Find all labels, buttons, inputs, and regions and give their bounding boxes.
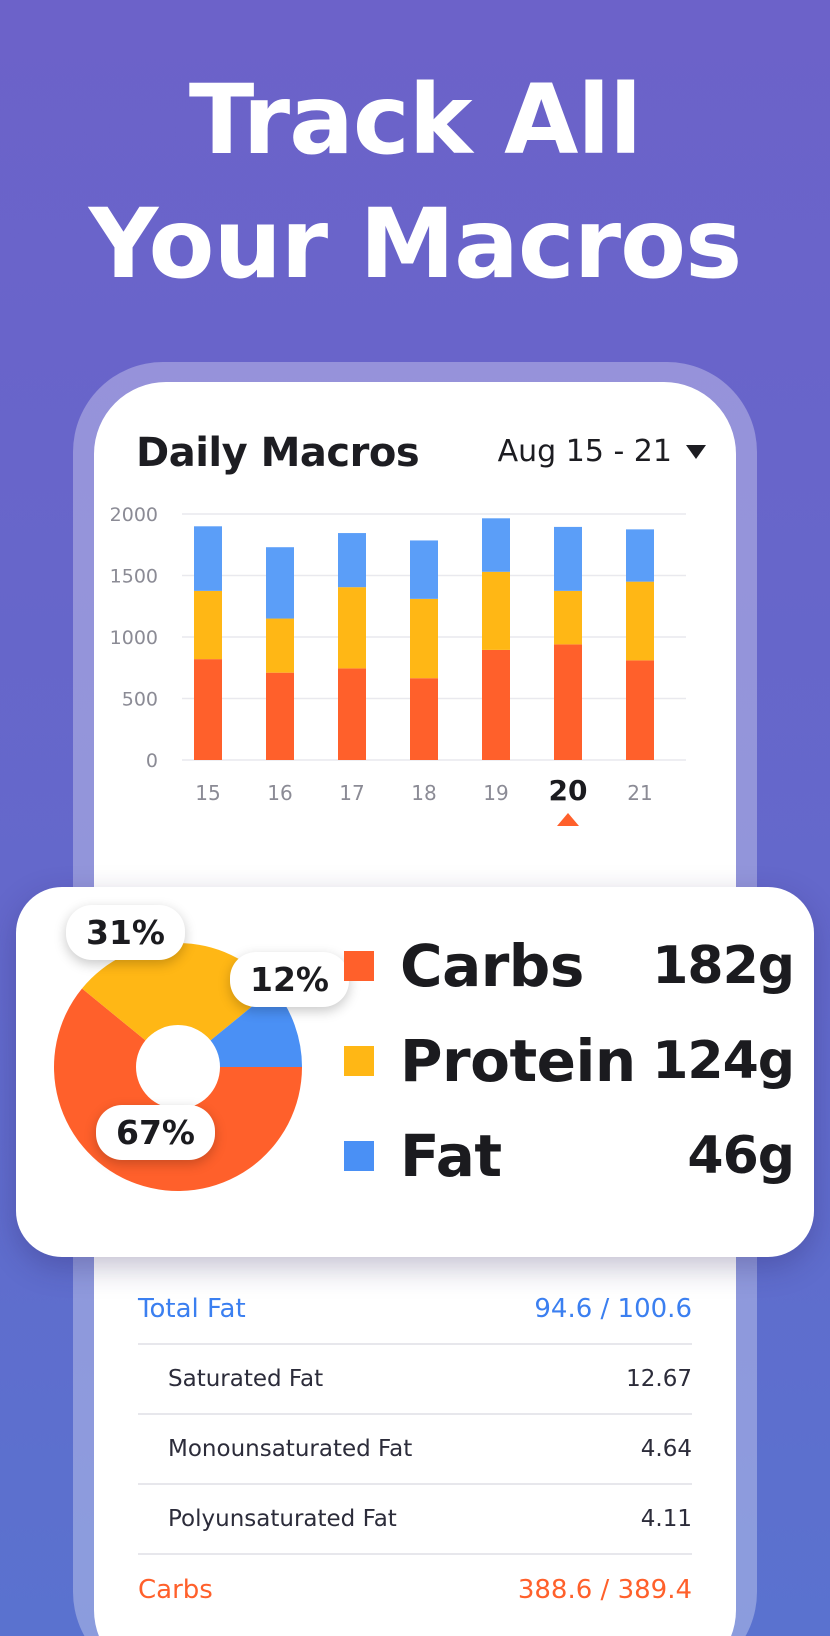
x-tick-label: 19	[483, 781, 508, 805]
bar-carbs-21	[626, 660, 654, 760]
y-tick-label: 500	[122, 689, 158, 711]
legend-name-fat: Fat	[400, 1122, 502, 1190]
nutrient-label: Monounsaturated Fat	[168, 1436, 413, 1462]
legend-value-fat: 46g	[687, 1126, 795, 1186]
hero-title-line-2: Your Macros	[88, 188, 742, 300]
bar-fat-17	[338, 533, 366, 588]
bar-fat-16	[266, 547, 294, 619]
nutrient-row-carbs[interactable]: Carbs 388.6 / 389.4	[138, 1555, 692, 1625]
y-tick-label: 2000	[110, 504, 158, 526]
nutrient-list: Total Fat 94.6 / 100.6 Saturated Fat 12.…	[138, 1275, 692, 1625]
nutrient-row-monounsaturated-fat[interactable]: Monounsaturated Fat 4.64	[138, 1415, 692, 1485]
legend-carbs: Carbs 182g	[344, 932, 795, 1000]
caret-down-icon	[686, 444, 706, 459]
bar-carbs-15	[194, 659, 222, 760]
nutrient-label: Polyunsaturated Fat	[168, 1506, 397, 1532]
nutrient-value: 94.6 / 100.6	[534, 1294, 692, 1324]
legend-protein: Protein 124g	[344, 1027, 795, 1095]
pie-label-protein: 31%	[66, 905, 185, 960]
y-tick-label: 0	[146, 750, 158, 772]
pie-slice-protein	[82, 943, 274, 1067]
nutrient-label: Carbs	[138, 1575, 213, 1605]
y-tick-label: 1500	[110, 566, 158, 588]
bar-fat-15	[194, 526, 222, 591]
nutrient-value: 388.6 / 389.4	[517, 1575, 692, 1605]
bar-fat-21	[626, 529, 654, 582]
legend-name-carbs: Carbs	[400, 932, 584, 1000]
y-tick-label: 1000	[110, 627, 158, 649]
pie-label-fat: 12%	[230, 952, 349, 1007]
hero-title-line-1: Track All	[188, 64, 642, 176]
bar-protein-16	[266, 618, 294, 673]
bar-carbs-20	[554, 644, 582, 760]
nutrient-value: 4.64	[640, 1436, 692, 1462]
bar-carbs-17	[338, 668, 366, 760]
bar-protein-20	[554, 590, 582, 645]
hero-title: Track All Your Macros	[0, 58, 830, 306]
bar-carbs-16	[266, 672, 294, 760]
legend-swatch-protein	[344, 1046, 374, 1076]
legend-value-protein: 124g	[652, 1031, 795, 1091]
legend-fat: Fat 46g	[344, 1122, 795, 1190]
nutrient-row-polyunsaturated-fat[interactable]: Polyunsaturated Fat 4.11	[138, 1485, 692, 1555]
legend-swatch-carbs	[344, 951, 374, 981]
selected-day-indicator-icon	[557, 813, 579, 826]
pie-label-carbs: 67%	[96, 1105, 215, 1160]
daily-macros-title: Daily Macros	[136, 430, 420, 476]
nutrient-label: Total Fat	[138, 1294, 246, 1324]
bar-fat-18	[410, 540, 438, 599]
donut-hole	[136, 1025, 220, 1109]
bar-protein-19	[482, 571, 510, 650]
x-tick-label: 15	[195, 781, 220, 805]
nutrient-row-saturated-fat[interactable]: Saturated Fat 12.67	[138, 1345, 692, 1415]
x-tick-label: 16	[267, 781, 292, 805]
x-tick-label: 20	[549, 774, 588, 807]
x-tick-label: 17	[339, 781, 364, 805]
bar-fat-19	[482, 518, 510, 572]
bar-protein-17	[338, 587, 366, 669]
nutrient-label: Saturated Fat	[168, 1366, 324, 1392]
nutrient-row-total-fat[interactable]: Total Fat 94.6 / 100.6	[138, 1275, 692, 1345]
date-range-label: Aug 15 - 21	[497, 434, 672, 469]
bar-protein-18	[410, 598, 438, 679]
nutrient-value: 12.67	[626, 1366, 692, 1392]
bar-carbs-19	[482, 649, 510, 760]
bar-protein-21	[626, 581, 654, 661]
legend-value-carbs: 182g	[652, 936, 795, 996]
macro-summary-card: 31% 12% 67% Carbs 182g Protein 124g Fat …	[16, 887, 814, 1257]
x-tick-label: 21	[627, 781, 652, 805]
nutrient-value: 4.11	[640, 1506, 692, 1532]
legend-swatch-fat	[344, 1141, 374, 1171]
bar-protein-15	[194, 590, 222, 660]
legend-name-protein: Protein	[400, 1027, 636, 1095]
bar-carbs-18	[410, 678, 438, 760]
date-range-dropdown[interactable]: Aug 15 - 21	[498, 434, 706, 469]
daily-macros-bar-chart: 0 500 1000 1500 2000 15 16 17 18 19 20 21	[110, 504, 686, 826]
bar-fat-20	[554, 526, 582, 591]
x-tick-label: 18	[411, 781, 436, 805]
